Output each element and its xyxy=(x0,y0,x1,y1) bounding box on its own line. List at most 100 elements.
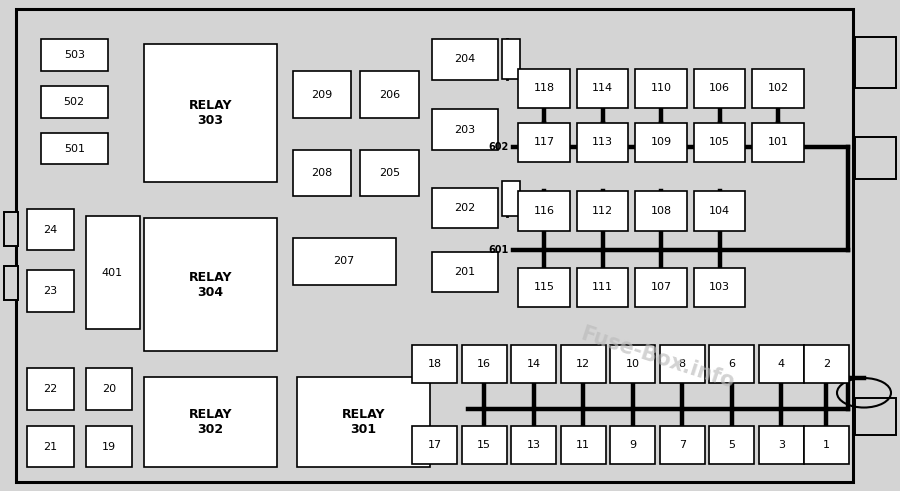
Text: 4: 4 xyxy=(778,359,785,369)
Text: 12: 12 xyxy=(576,359,590,369)
Bar xyxy=(462,345,507,383)
Bar xyxy=(561,345,606,383)
Bar xyxy=(27,209,74,250)
Text: 8: 8 xyxy=(679,359,686,369)
Bar xyxy=(412,345,457,383)
Text: 20: 20 xyxy=(102,384,116,394)
Bar xyxy=(86,368,132,410)
Bar xyxy=(502,181,520,216)
Bar xyxy=(577,123,628,162)
Bar xyxy=(292,150,351,196)
Bar xyxy=(297,377,430,467)
Text: 105: 105 xyxy=(709,137,730,147)
Text: 101: 101 xyxy=(768,137,788,147)
Text: 206: 206 xyxy=(379,89,400,100)
Text: 11: 11 xyxy=(576,440,590,450)
Bar xyxy=(462,426,507,464)
Text: 203: 203 xyxy=(454,125,475,135)
Bar xyxy=(610,345,655,383)
Bar xyxy=(635,268,687,307)
Bar xyxy=(4,212,18,246)
Bar xyxy=(432,109,498,150)
Text: 115: 115 xyxy=(534,282,554,292)
Text: 9: 9 xyxy=(629,440,636,450)
Text: 602: 602 xyxy=(488,142,508,152)
Bar xyxy=(752,123,804,162)
Text: 1: 1 xyxy=(823,440,830,450)
Bar xyxy=(360,150,418,196)
Bar xyxy=(432,39,498,80)
Bar xyxy=(292,71,351,118)
Text: 112: 112 xyxy=(592,206,613,216)
Bar xyxy=(4,266,18,300)
Bar xyxy=(518,191,570,231)
Text: 401: 401 xyxy=(102,268,123,277)
Bar xyxy=(855,137,896,179)
Bar xyxy=(804,345,849,383)
Text: 503: 503 xyxy=(64,50,85,60)
Text: 19: 19 xyxy=(102,441,116,452)
Text: RELAY
302: RELAY 302 xyxy=(189,408,232,436)
Bar xyxy=(292,238,396,285)
Text: 13: 13 xyxy=(526,440,541,450)
Bar xyxy=(360,71,418,118)
Bar xyxy=(610,426,655,464)
Text: 16: 16 xyxy=(477,359,491,369)
Text: 114: 114 xyxy=(592,83,613,93)
Text: 118: 118 xyxy=(534,83,554,93)
Bar xyxy=(759,345,804,383)
Bar xyxy=(144,218,277,351)
Bar xyxy=(709,426,754,464)
Bar xyxy=(759,426,804,464)
Text: 6: 6 xyxy=(728,359,735,369)
Bar xyxy=(412,426,457,464)
Text: 502: 502 xyxy=(64,97,85,107)
Bar xyxy=(635,123,687,162)
Text: 2: 2 xyxy=(823,359,830,369)
Bar xyxy=(694,191,745,231)
Text: 205: 205 xyxy=(379,168,400,178)
Bar xyxy=(27,426,74,467)
Bar xyxy=(502,39,520,79)
Bar xyxy=(660,345,705,383)
Text: 103: 103 xyxy=(709,282,730,292)
Text: 111: 111 xyxy=(592,282,613,292)
Bar xyxy=(694,268,745,307)
Text: 24: 24 xyxy=(43,224,58,235)
Bar xyxy=(511,426,556,464)
Text: 21: 21 xyxy=(43,441,58,452)
Text: 110: 110 xyxy=(651,83,671,93)
Text: 3: 3 xyxy=(778,440,785,450)
Text: 207: 207 xyxy=(334,256,355,267)
Text: 201: 201 xyxy=(454,267,475,277)
Text: 14: 14 xyxy=(526,359,541,369)
Text: 15: 15 xyxy=(477,440,491,450)
Text: 117: 117 xyxy=(534,137,554,147)
Bar xyxy=(694,123,745,162)
Bar xyxy=(577,191,628,231)
Text: 204: 204 xyxy=(454,55,475,64)
Text: RELAY
301: RELAY 301 xyxy=(342,408,385,436)
Text: 18: 18 xyxy=(428,359,442,369)
Text: 209: 209 xyxy=(311,89,332,100)
Text: RELAY
304: RELAY 304 xyxy=(189,271,232,299)
Text: 208: 208 xyxy=(311,168,332,178)
Bar xyxy=(577,268,628,307)
Bar xyxy=(86,426,132,467)
Text: 107: 107 xyxy=(651,282,671,292)
Bar xyxy=(561,426,606,464)
Bar xyxy=(855,37,896,88)
Bar xyxy=(40,86,108,118)
Text: 109: 109 xyxy=(651,137,671,147)
Text: 601: 601 xyxy=(488,246,508,255)
Bar xyxy=(694,69,745,108)
Bar xyxy=(804,426,849,464)
Text: 17: 17 xyxy=(428,440,442,450)
Bar xyxy=(86,216,140,329)
Bar xyxy=(855,398,896,435)
Text: 116: 116 xyxy=(534,206,554,216)
Text: 501: 501 xyxy=(64,143,85,154)
Text: 5: 5 xyxy=(728,440,735,450)
Bar xyxy=(518,69,570,108)
Text: RELAY
303: RELAY 303 xyxy=(189,99,232,127)
